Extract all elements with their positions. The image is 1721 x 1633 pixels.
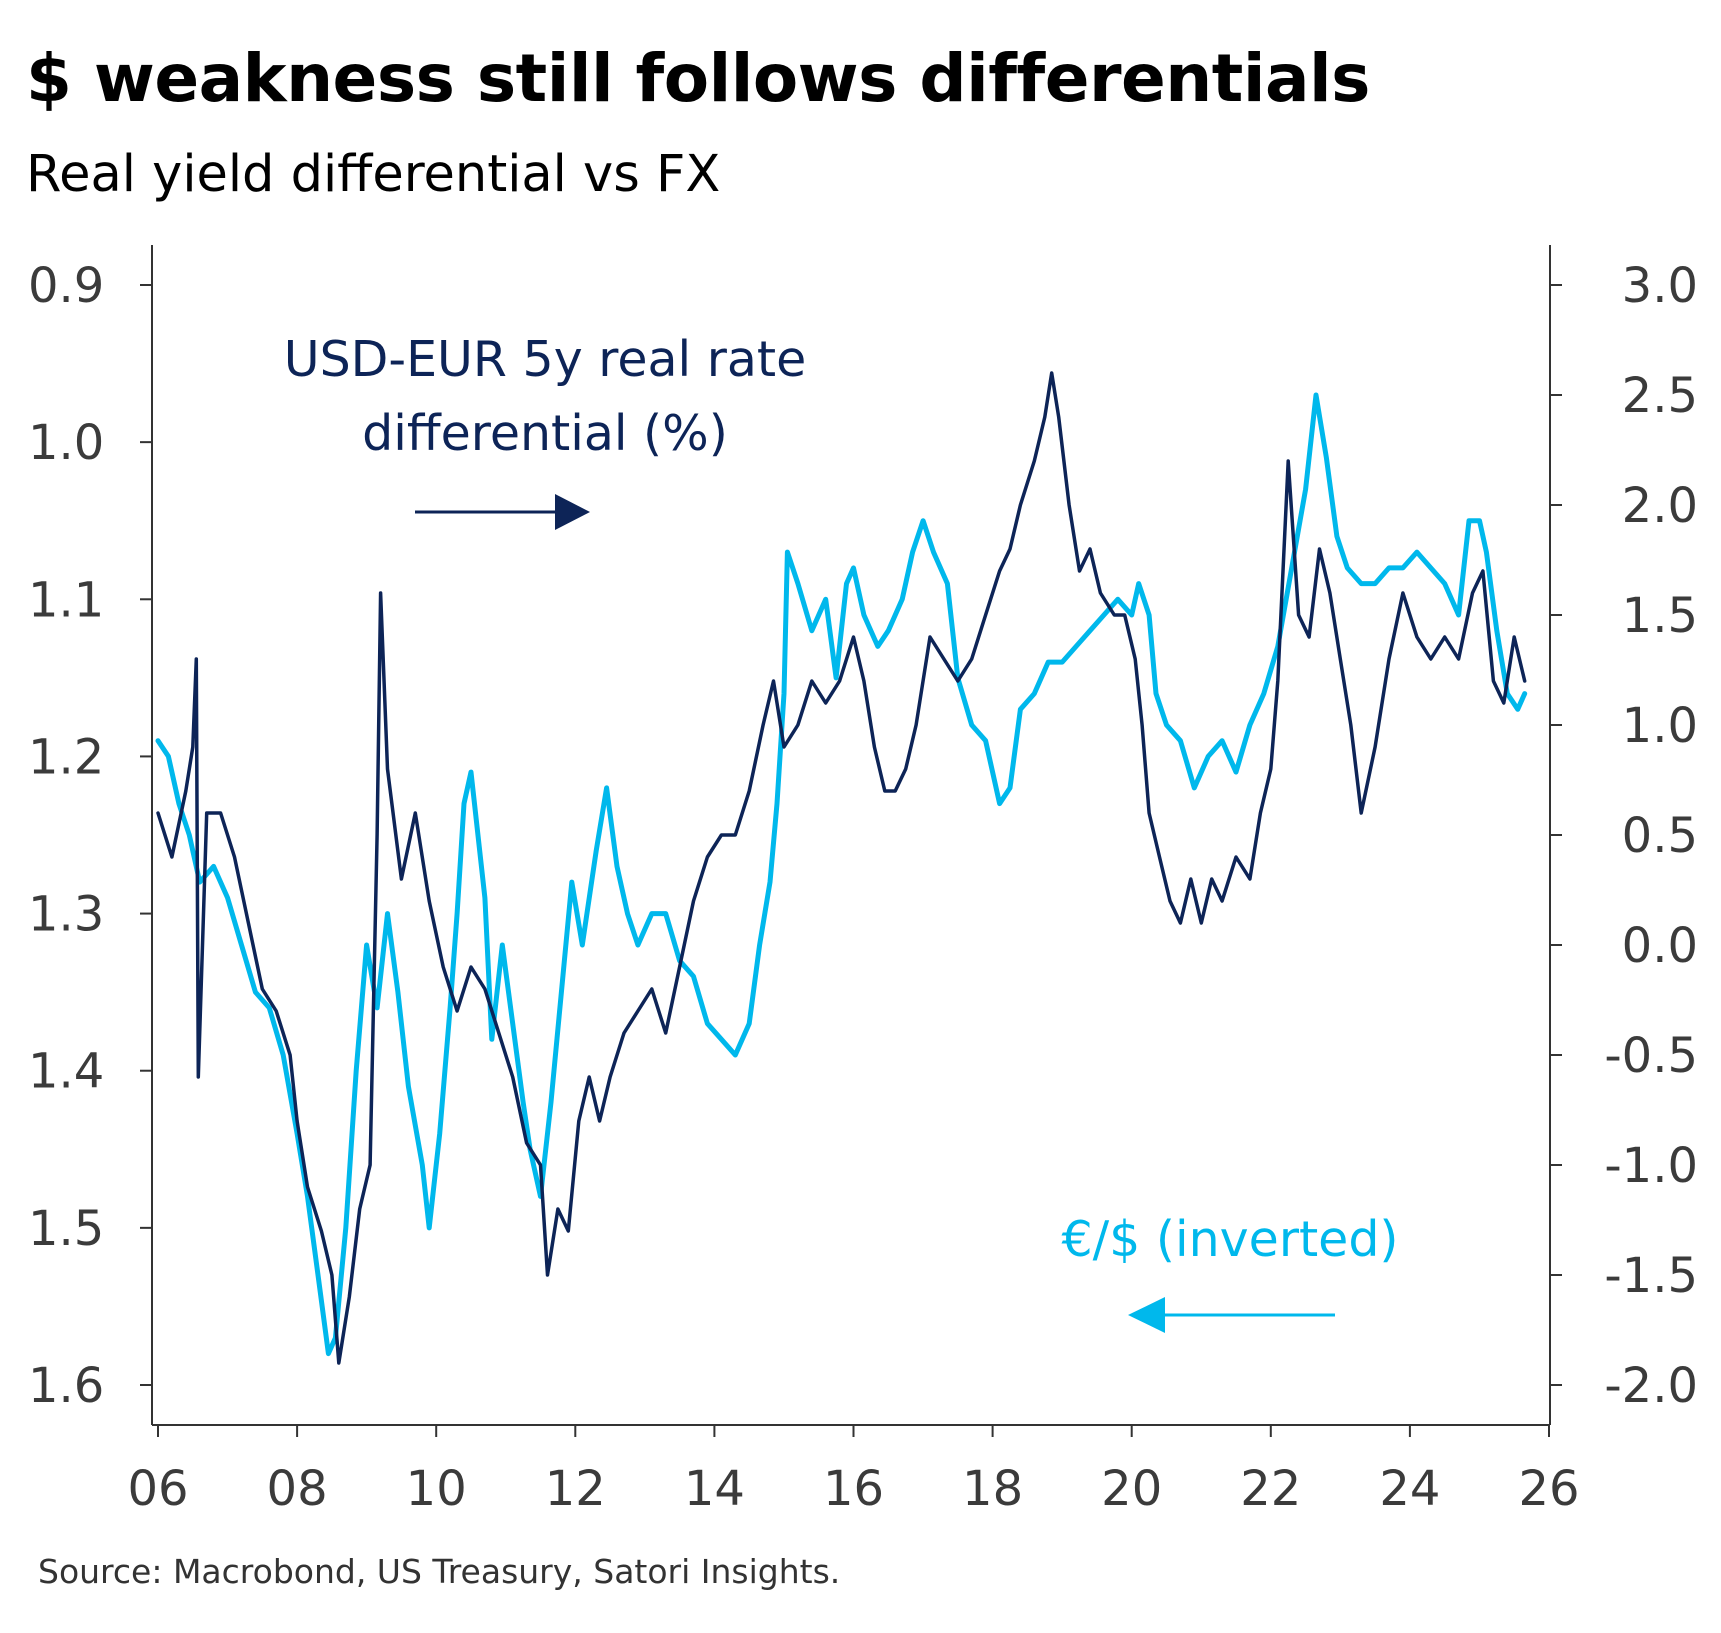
x-tick-label: 08 — [267, 1461, 328, 1517]
right-tick-label: -1.0 — [1604, 1138, 1698, 1194]
x-tick-label: 10 — [406, 1461, 467, 1517]
x-tick-label: 22 — [1240, 1461, 1301, 1517]
left-axis: 0.9 1.0 1.1 1.2 1.3 1.4 1.5 1.6 — [28, 258, 152, 1414]
right-tick-label: -1.5 — [1604, 1248, 1698, 1304]
right-arrow-icon — [415, 494, 590, 530]
fx-annotation: €/$ (inverted) — [1061, 1211, 1398, 1268]
right-tick-label: 0.5 — [1622, 808, 1698, 864]
x-axis: 06 08 10 12 14 16 18 20 22 24 26 — [127, 1425, 1580, 1517]
chart-title: $ weakness still follows differentials — [26, 40, 1370, 117]
left-arrow-icon — [1128, 1297, 1335, 1333]
right-tick-label: -2.0 — [1604, 1358, 1698, 1414]
series-layer — [155, 371, 1528, 1365]
x-tick-label: 20 — [1101, 1461, 1162, 1517]
left-tick-label: 1.6 — [28, 1358, 104, 1414]
left-tick-label: 1.2 — [28, 729, 104, 785]
right-tick-label: -0.5 — [1604, 1028, 1698, 1084]
x-tick-label: 16 — [823, 1461, 884, 1517]
chart-subtitle: Real yield differential vs FX — [26, 145, 721, 204]
source-note: Source: Macrobond, US Treasury, Satori I… — [38, 1552, 841, 1591]
left-tick-label: 1.4 — [28, 1044, 104, 1100]
x-tick-label: 06 — [127, 1461, 188, 1517]
right-tick-label: 1.5 — [1622, 588, 1698, 644]
differential-annotation-line1: USD-EUR 5y real rate — [284, 331, 807, 388]
right-tick-label: 2.5 — [1622, 368, 1698, 424]
series-line-fx — [155, 392, 1528, 1357]
left-tick-label: 1.5 — [28, 1201, 104, 1257]
x-tick-label: 18 — [962, 1461, 1023, 1517]
left-tick-label: 1.1 — [28, 572, 104, 628]
left-tick-label: 0.9 — [28, 258, 104, 314]
x-tick-label: 26 — [1518, 1461, 1579, 1517]
left-tick-label: 1.0 — [28, 415, 104, 471]
series-line-differential — [156, 371, 1527, 1365]
right-tick-label: 3.0 — [1622, 258, 1698, 314]
right-tick-label: 1.0 — [1622, 698, 1698, 754]
x-tick-label: 14 — [684, 1461, 745, 1517]
right-tick-label: 0.0 — [1622, 918, 1698, 974]
right-axis: 3.0 2.5 2.0 1.5 1.0 0.5 0.0 -0.5 -1.0 -1.5 -2.0 — [1550, 258, 1698, 1414]
right-tick-label: 2.0 — [1622, 478, 1698, 534]
x-tick-label: 12 — [545, 1461, 606, 1517]
left-tick-label: 1.3 — [28, 887, 104, 943]
x-tick-label: 24 — [1379, 1461, 1440, 1517]
differential-annotation-line2: differential (%) — [362, 405, 728, 462]
